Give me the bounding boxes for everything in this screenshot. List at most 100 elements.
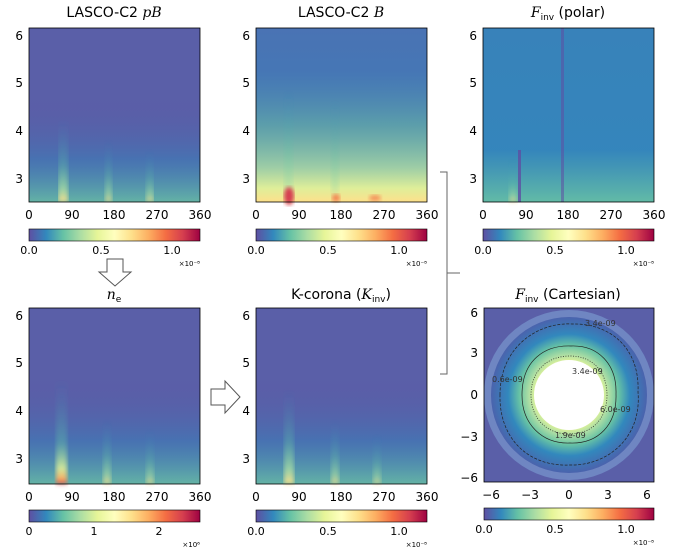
y-ticks: −6 −3 0 3 6 [460,306,478,485]
tick-label: 4 [15,404,23,418]
colorbar-tick: 0.5 [319,244,337,257]
tick-label: 6 [242,29,250,43]
streak [58,120,68,202]
tick-label: 270 [146,208,169,222]
colorbar-tick: 0.5 [319,525,337,538]
colorbar [28,228,201,242]
y-ticks: 3 4 5 6 [469,29,477,186]
hollow-right-arrow [210,379,241,415]
streak [56,380,67,484]
heatmap-streaks [509,28,564,202]
heatmap-glow [256,28,427,202]
tick-label: 6 [469,29,477,43]
colorbar-tick: 0.0 [474,244,492,257]
tick-label: 270 [373,208,396,222]
streak [103,420,111,484]
bracket-connector [440,171,460,375]
tick-label: 180 [557,208,580,222]
tick-label: 360 [416,490,439,504]
tick-label: 180 [103,490,126,504]
colorbar-tick: 0.5 [92,244,110,257]
streak [373,435,381,484]
contour-label: 6.0e-09 [600,405,631,414]
tick-label: 360 [643,208,666,222]
tick-label: 90 [291,208,306,222]
y-ticks: 3 4 5 6 [15,309,23,466]
colorbar-scale: ×10⁻⁸ [633,260,654,268]
panel-finv-cartesian: Finv (Cartesian) 0.6e-09 3.4e-09 1.9e-09… [460,287,655,547]
tick-label: 180 [330,208,353,222]
colorbar-tick: 0.5 [546,244,564,257]
contour-label: 3.4e-09 [585,319,616,328]
tick-label: 0 [479,208,487,222]
tick-label: 180 [330,490,353,504]
streak [105,140,112,202]
contour-label: 1.9e-09 [555,431,586,440]
x-ticks: 0 90 180 270 360 [25,208,211,222]
tick-label: 5 [469,76,477,90]
hotspot [369,195,381,201]
panel-kcorona: K-corona (Kinv) 0 90 180 270 360 3 4 5 6… [242,287,438,549]
colorbar-tick: 0.0 [247,244,265,257]
tick-label: 3 [15,172,23,186]
colorbar-tick: 0.0 [475,523,493,536]
heatmap-glow [483,28,654,202]
tick-label: 180 [103,208,126,222]
tick-label: 3 [242,452,250,466]
hollow-down-arrow [97,258,133,287]
colorbar-tick: 1.0 [390,525,408,538]
tick-label: −3 [521,488,539,502]
streak [561,28,564,202]
colorbar-tick: 2 [156,525,163,538]
heatmap-glow [29,28,200,202]
axes-frame [482,27,655,203]
tick-label: 5 [242,356,250,370]
tick-label: 3 [469,172,477,186]
colorbar-tick: 0.5 [546,523,564,536]
heatmap-glow [256,308,427,484]
x-ticks: 0 90 180 270 360 [252,490,438,504]
colorbar [482,228,655,242]
tick-label: 4 [242,404,250,418]
panel-title: Finv (Cartesian) [514,287,620,305]
colorbar-scale: ×10⁻⁸ [406,260,427,268]
colorbar-tick: 1.0 [390,244,408,257]
tick-label: 4 [469,124,477,138]
colorbar-scale: ×10⁻⁸ [179,260,200,268]
tick-label: 6 [242,309,250,323]
tick-label: 270 [600,208,623,222]
tick-label: 360 [416,208,439,222]
colorbar-scale: ×10⁻⁸ [406,541,427,549]
contour-label: 3.4e-09 [572,367,603,376]
tick-label: 3 [242,172,250,186]
tick-label: 270 [146,490,169,504]
tick-label: 360 [189,208,212,222]
tick-label: 3 [604,488,612,502]
panel-title: LASCO-C2 pB [66,5,161,21]
tick-label: 90 [64,208,79,222]
tick-label: 5 [15,76,23,90]
panel-title: K-corona (Kinv) [291,287,391,305]
streak [331,100,339,202]
x-ticks: −6 −3 0 3 6 [482,488,651,502]
panel-finv-polar: Finv (polar) 0 90 180 270 360 3 4 5 6 0.… [469,5,665,268]
tick-label: 90 [64,490,79,504]
heatmap-streaks [284,390,381,484]
colorbar-tick: 0 [26,525,33,538]
colorbar [28,509,201,523]
tick-label: 0 [25,490,33,504]
axes-frame [255,27,428,203]
tick-label: 6 [15,309,23,323]
heatmap-streaks [56,380,154,484]
axes-frame [28,27,201,203]
axes-frame [483,307,655,483]
tick-label: 0 [25,208,33,222]
x-ticks: 0 90 180 270 360 [25,490,211,504]
streak [146,430,154,484]
colorbar-tick: 0.0 [20,244,38,257]
tick-label: 6 [643,488,651,502]
panel-lasco-b: LASCO-C2 B 0 90 180 270 360 3 4 5 6 0.0 … [242,5,438,268]
tick-label: 0 [252,490,260,504]
panel-title: ne [107,287,122,305]
tick-label: 0 [565,488,573,502]
